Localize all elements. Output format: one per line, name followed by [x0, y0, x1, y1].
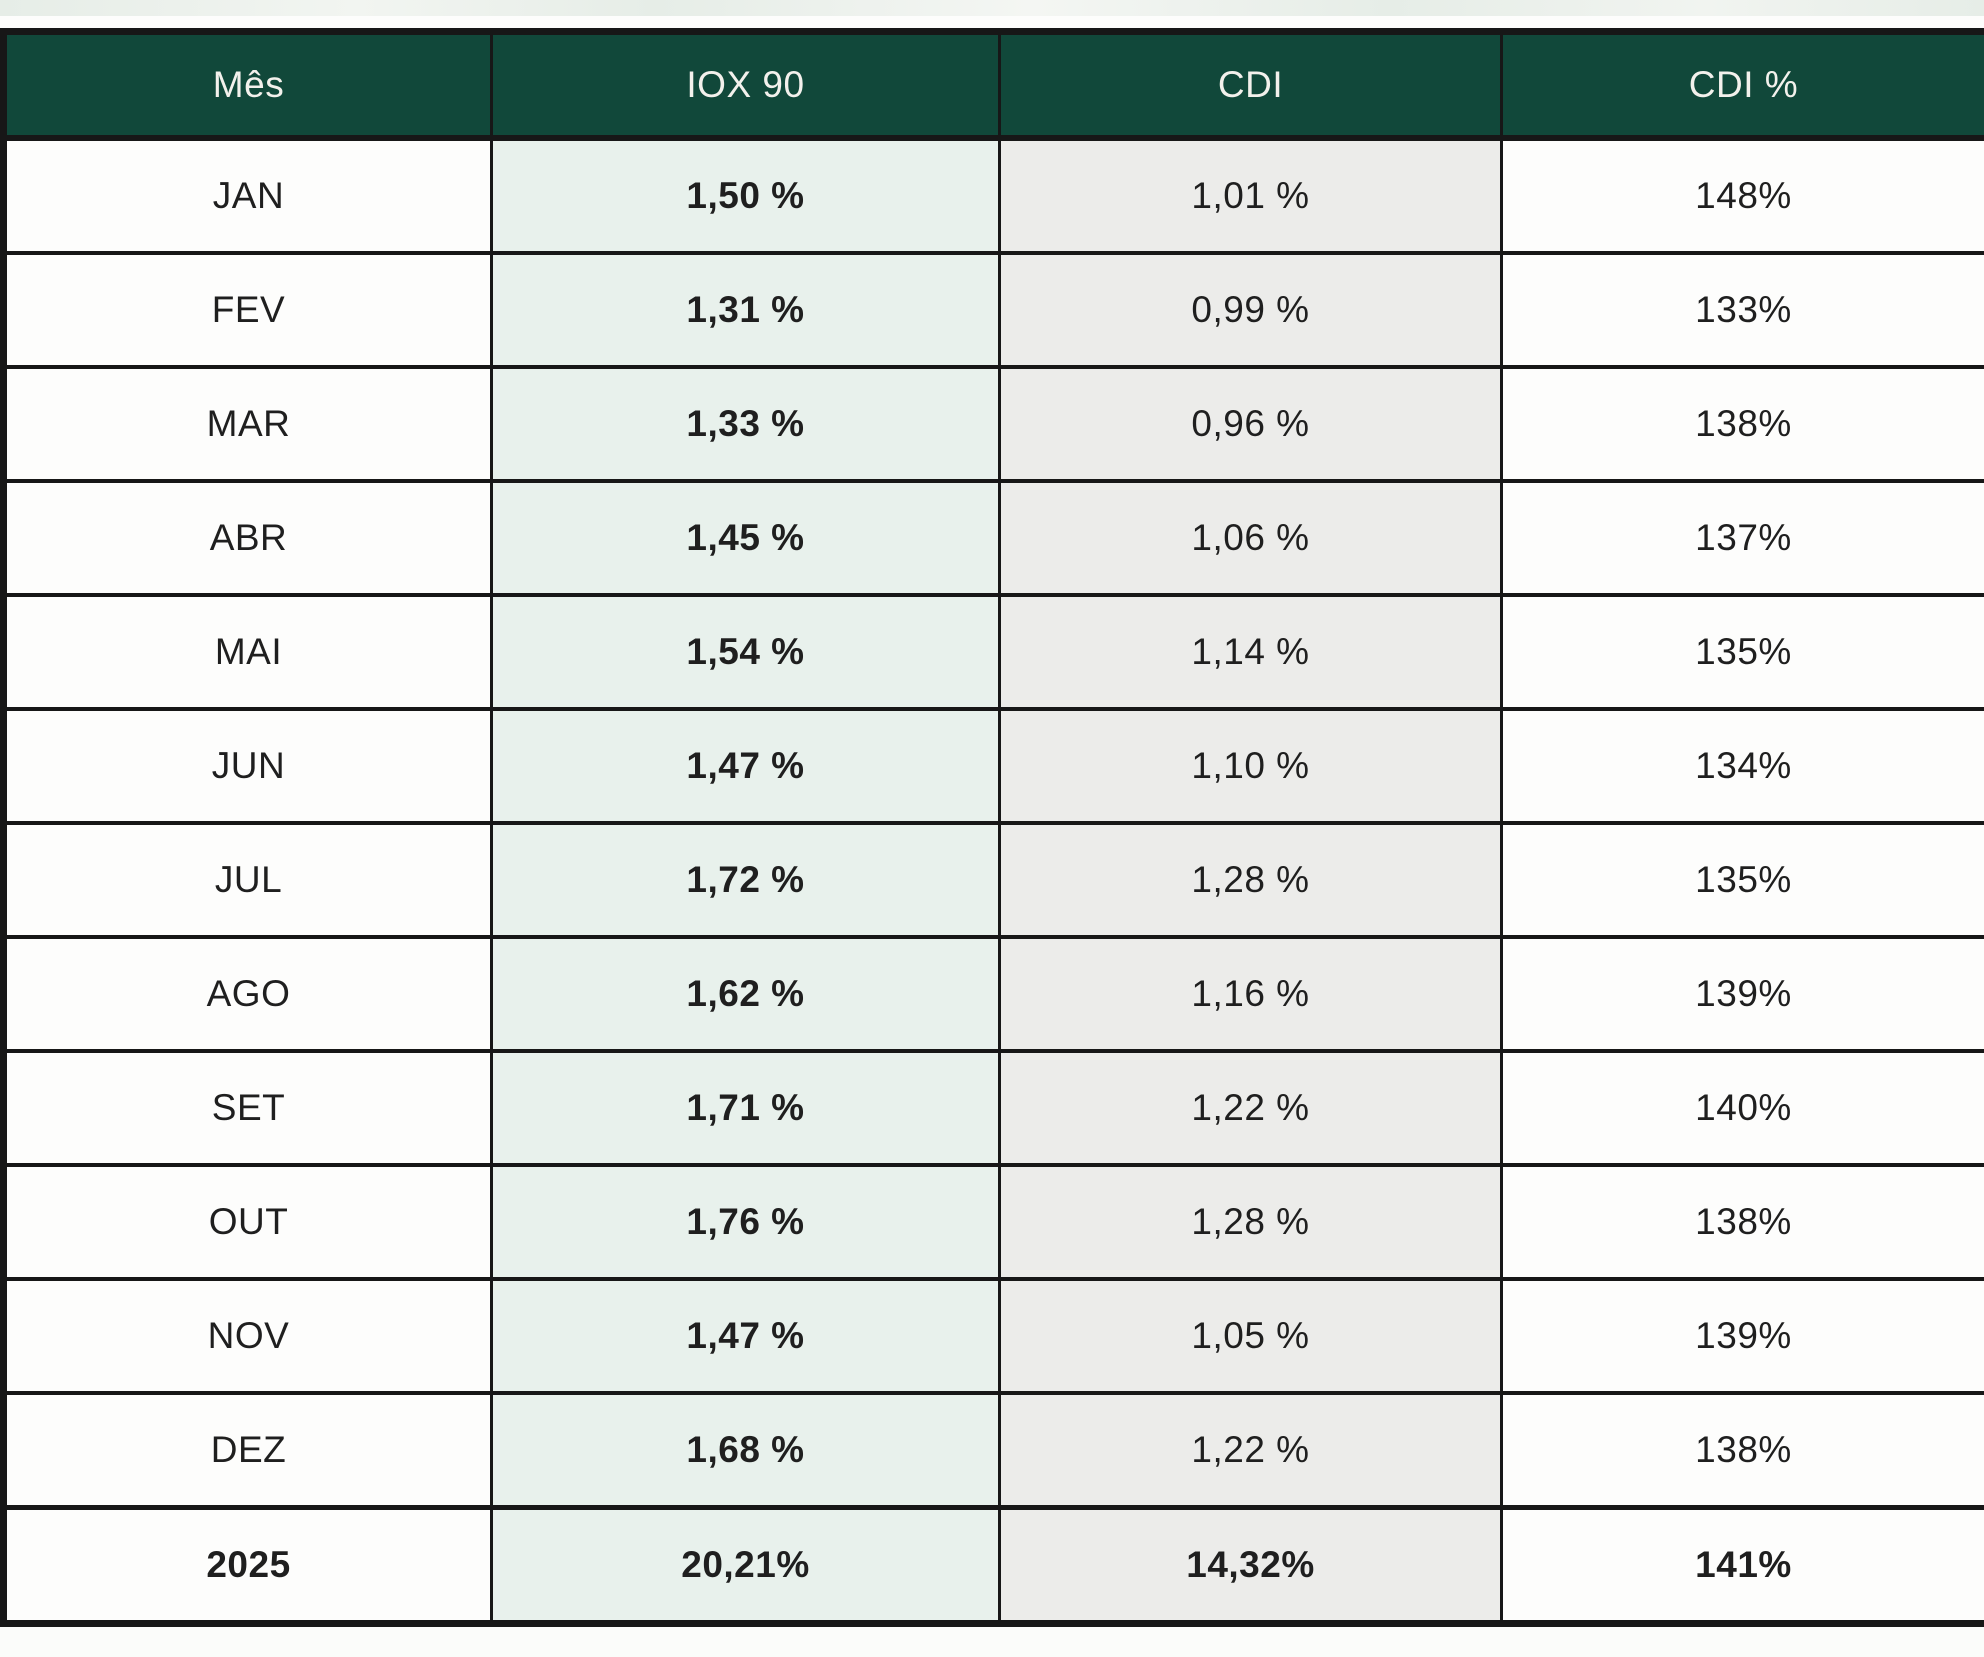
cell-cdi-value: 0,96 %: [1000, 367, 1502, 481]
cell-iox90-value: 20,21%: [492, 1508, 1000, 1624]
cell-cdi-value: 1,28 %: [1000, 1165, 1502, 1279]
cell-iox90-value: 1,47 %: [492, 709, 1000, 823]
cell-iox90-value: 1,68 %: [492, 1393, 1000, 1508]
cell-iox90-value: 1,76 %: [492, 1165, 1000, 1279]
cell-month: JUN: [4, 709, 492, 823]
cell-month: ABR: [4, 481, 492, 595]
cell-iox90-value: 1,47 %: [492, 1279, 1000, 1393]
cell-cdi-value: 1,01 %: [1000, 138, 1502, 253]
cell-cdi-value: 1,05 %: [1000, 1279, 1502, 1393]
page-top-strip: [0, 0, 1984, 16]
cell-month: JUL: [4, 823, 492, 937]
cell-cdi-value: 1,28 %: [1000, 823, 1502, 937]
cell-cdi-value: 1,10 %: [1000, 709, 1502, 823]
table-row: DEZ 1,68 % 1,22 % 138%: [4, 1393, 1984, 1508]
table-row: SET 1,71 % 1,22 % 140%: [4, 1051, 1984, 1165]
cell-month: NOV: [4, 1279, 492, 1393]
cell-cdi-pct-value: 137%: [1502, 481, 1984, 595]
cell-iox90-value: 1,50 %: [492, 138, 1000, 253]
cell-cdi-pct-value: 135%: [1502, 595, 1984, 709]
cell-month: OUT: [4, 1165, 492, 1279]
table-row: JUL 1,72 % 1,28 % 135%: [4, 823, 1984, 937]
table-row: JAN 1,50 % 1,01 % 148%: [4, 138, 1984, 253]
table-row: OUT 1,76 % 1,28 % 138%: [4, 1165, 1984, 1279]
column-header-cdi-pct: CDI %: [1502, 32, 1984, 139]
column-header-cdi: CDI: [1000, 32, 1502, 139]
table-body: JAN 1,50 % 1,01 % 148% FEV 1,31 % 0,99 %…: [4, 138, 1984, 1624]
cell-month: JAN: [4, 138, 492, 253]
cell-month: FEV: [4, 253, 492, 367]
cell-cdi-pct-value: 139%: [1502, 1279, 1984, 1393]
cell-month: SET: [4, 1051, 492, 1165]
table-row: ABR 1,45 % 1,06 % 137%: [4, 481, 1984, 595]
cell-iox90-value: 1,31 %: [492, 253, 1000, 367]
table-total-row: 2025 20,21% 14,32% 141%: [4, 1508, 1984, 1624]
column-header-iox90: IOX 90: [492, 32, 1000, 139]
header-row: Mês IOX 90 CDI CDI %: [4, 32, 1984, 139]
table-header: Mês IOX 90 CDI CDI %: [4, 32, 1984, 139]
cell-iox90-value: 1,45 %: [492, 481, 1000, 595]
cell-cdi-pct-value: 138%: [1502, 367, 1984, 481]
cell-iox90-value: 1,71 %: [492, 1051, 1000, 1165]
table-row: MAR 1,33 % 0,96 % 138%: [4, 367, 1984, 481]
cell-cdi-value: 0,99 %: [1000, 253, 1502, 367]
cell-cdi-pct-value: 141%: [1502, 1508, 1984, 1624]
cell-iox90-value: 1,72 %: [492, 823, 1000, 937]
cell-cdi-value: 1,06 %: [1000, 481, 1502, 595]
page-top-gap: [0, 16, 1984, 28]
table-row: JUN 1,47 % 1,10 % 134%: [4, 709, 1984, 823]
cell-cdi-pct-value: 138%: [1502, 1393, 1984, 1508]
column-header-mes: Mês: [4, 32, 492, 139]
cell-month: MAR: [4, 367, 492, 481]
cell-month: AGO: [4, 937, 492, 1051]
cell-iox90-value: 1,62 %: [492, 937, 1000, 1051]
cell-cdi-pct-value: 134%: [1502, 709, 1984, 823]
page-bottom-margin: [0, 1627, 1984, 1657]
cell-cdi-pct-value: 138%: [1502, 1165, 1984, 1279]
cell-cdi-pct-value: 133%: [1502, 253, 1984, 367]
cell-cdi-value: 1,22 %: [1000, 1051, 1502, 1165]
table-row: NOV 1,47 % 1,05 % 139%: [4, 1279, 1984, 1393]
cell-cdi-pct-value: 148%: [1502, 138, 1984, 253]
cell-month: 2025: [4, 1508, 492, 1624]
cell-month: DEZ: [4, 1393, 492, 1508]
cell-cdi-pct-value: 139%: [1502, 937, 1984, 1051]
cell-cdi-value: 14,32%: [1000, 1508, 1502, 1624]
cell-cdi-pct-value: 135%: [1502, 823, 1984, 937]
cell-cdi-value: 1,22 %: [1000, 1393, 1502, 1508]
table-row: MAI 1,54 % 1,14 % 135%: [4, 595, 1984, 709]
cell-cdi-pct-value: 140%: [1502, 1051, 1984, 1165]
table-row: AGO 1,62 % 1,16 % 139%: [4, 937, 1984, 1051]
cell-month: MAI: [4, 595, 492, 709]
cell-iox90-value: 1,33 %: [492, 367, 1000, 481]
table-row: FEV 1,31 % 0,99 % 133%: [4, 253, 1984, 367]
cell-cdi-value: 1,16 %: [1000, 937, 1502, 1051]
cell-cdi-value: 1,14 %: [1000, 595, 1502, 709]
monthly-rates-table: Mês IOX 90 CDI CDI % JAN 1,50 % 1,01 % 1…: [0, 28, 1984, 1627]
cell-iox90-value: 1,54 %: [492, 595, 1000, 709]
